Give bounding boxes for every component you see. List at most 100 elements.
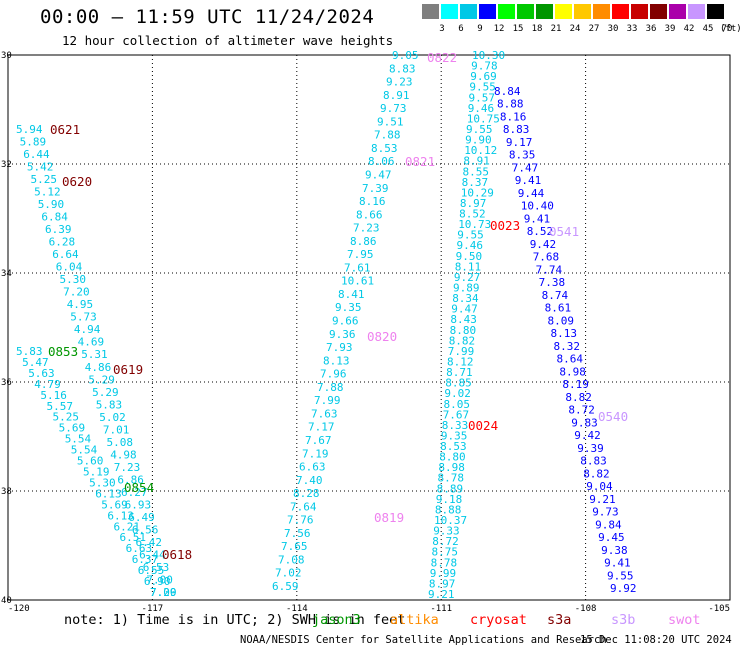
wave-height-value: 8.66 [356,208,383,221]
wave-height-value: 6.59 [272,580,299,593]
wave-height-value: 5.54 [65,433,92,446]
colorbar-label: 21 [550,24,562,34]
wave-height-value: 7.63 [311,407,338,420]
track-label-0819: 0819 [374,510,404,525]
wave-height-value: 5.25 [53,411,80,424]
wave-height-value: 9.90 [465,134,492,147]
colorbar-swatch [707,4,724,19]
wave-height-value: 6.63 [299,461,326,474]
lon-tick-label: -111 [430,604,452,614]
wave-height-value: 6.86 [117,473,143,486]
wave-height-value: 5.63 [28,367,55,380]
wave-height-value: 8.32 [554,340,581,353]
wave-height-value: 7.93 [326,341,353,354]
colorbar-label: 36 [645,24,657,34]
wave-height-value: 7.23 [353,222,380,235]
wave-height-value: 9.33 [433,525,460,538]
colorbar-label: 45 [702,24,714,34]
wave-height-value: 9.73 [592,506,619,519]
wave-height-value: 8.78 [431,556,458,569]
wave-height-value: 8.98 [559,365,586,378]
wave-height-value: 7.00 [146,574,173,587]
wave-height-value: 8.89 [437,482,464,495]
wave-height-value: 5.25 [31,173,58,186]
wave-height-value: 8.13 [551,327,578,340]
wave-height-value: 9.83 [571,416,598,429]
wave-height-value: 5.08 [107,436,134,449]
wave-height-value: 6.27 [121,486,148,499]
wave-height-value: 6.28 [49,236,76,249]
wave-height-value: 7.47 [512,162,539,175]
lon-tick-label: -117 [142,604,164,614]
wave-height-value: 8.52 [527,225,554,238]
wave-height-value: 9.39 [577,442,604,455]
wave-height-value: 6.44 [139,549,166,562]
wave-height-value: 9.47 [365,169,392,182]
wave-height-value: 7.20 [150,586,177,599]
wave-height-value: 7.38 [539,276,566,289]
wave-height-value: 8.88 [435,504,462,517]
track-label-0853: 0853 [48,344,78,359]
wave-height-value: 8.83 [503,123,530,136]
wave-height-value: 8.91 [463,155,490,168]
wave-height-value: 9.55 [457,229,484,242]
map-title: 00:00 — 11:59 UTC 11/24/2024 [40,6,375,28]
wave-height-value: 9.55 [607,569,634,582]
wave-height-value: 7.23 [114,461,141,474]
wave-height-value: 8.82 [565,391,592,404]
wave-height-value: 8.86 [350,235,377,248]
wave-height-value: 9.78 [471,60,498,73]
wave-height-value: 4.79 [34,378,61,391]
wave-height-value: 7.88 [317,381,344,394]
wave-height-value: 8.35 [509,149,536,162]
wave-height-value: 9.57 [469,91,496,104]
wave-height-value: 9.41 [515,174,542,187]
wave-height-value: 8.16 [500,111,527,124]
track-label-0540: 0540 [598,409,628,424]
wave-height-value: 7.39 [362,182,389,195]
wave-height-value: 8.05 [444,398,471,411]
wave-height-value: 5.90 [38,198,64,211]
colorbar-swatch [669,4,686,19]
wave-height-value: 6.55 [138,564,165,577]
colorbar-label: 42 [683,24,695,34]
lon-tick-label: -114 [286,604,308,614]
wave-height-value: 9.99 [430,567,457,580]
track-label-0621: 0621 [50,122,80,137]
wave-height-value: 7.61 [344,261,371,274]
wave-height-value: 8.85 [445,377,472,390]
wave-height-value: 4.98 [110,448,137,461]
wave-height-value: 9.73 [380,102,407,115]
wave-height-value: 5.02 [99,411,126,424]
wave-height-value: 4.95 [67,298,94,311]
track-label-0541: 0541 [549,224,579,239]
satellite-legend-s3a: s3a [547,612,572,628]
wave-height-value: 5.60 [77,455,104,468]
wave-height-value: 7.02 [275,567,302,580]
wave-height-value: 9.35 [335,301,362,314]
wave-height-value: 10.30 [472,49,505,62]
wave-height-value: 10.37 [434,514,467,527]
wave-height-value: 8.72 [432,535,459,548]
colorbar-swatch [688,4,705,19]
wave-height-value: 7.67 [443,408,470,421]
colorbar-swatch [517,4,534,19]
wave-height-value: 7.08 [278,554,305,567]
wave-height-value: 5.54 [71,444,98,457]
wave-height-value: 8.52 [459,208,486,221]
track-label-0821: 0821 [405,154,435,169]
satellite-legend-s3b: s3b [611,612,636,628]
wave-height-value: 10.75 [467,112,500,125]
wave-height-value: 7.56 [284,527,311,540]
wave-height-value: 7.20 [63,286,90,299]
wave-height-value: 8.55 [463,165,490,178]
wave-height-value: 8.53 [440,440,467,453]
wave-height-value: 8.84 [494,85,521,98]
wave-height-value: 8.80 [450,324,477,337]
wave-height-value: 10.73 [458,218,491,231]
wave-height-value: 8.82 [583,467,610,480]
wave-height-value: 9.21 [589,493,616,506]
wave-height-value: 8.97 [429,577,456,590]
wave-height-value: 7.88 [374,129,401,142]
wave-height-value: 7.09 [150,586,177,599]
